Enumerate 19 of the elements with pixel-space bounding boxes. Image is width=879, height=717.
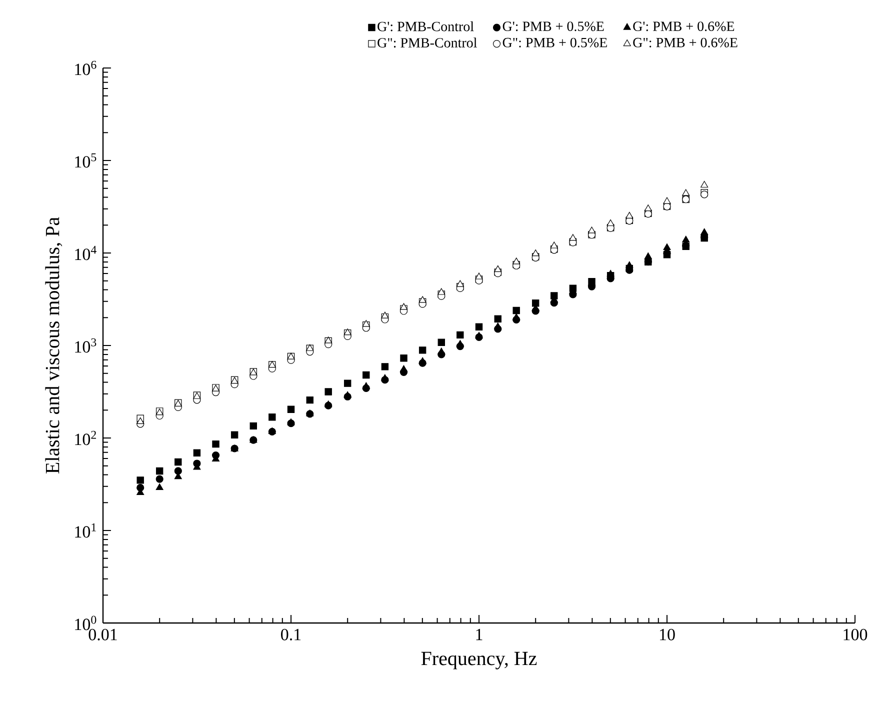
y-tick-label: 10$^{5}$	[75, 153, 96, 168]
y-tick-label: 10$^{3}$	[75, 338, 96, 353]
x-tick-label: 0.1	[281, 628, 301, 640]
y-tick-label: 10$^{2}$	[75, 430, 96, 446]
x-tick-label: 10	[660, 628, 675, 640]
x-tick-label: 0.01	[88, 628, 117, 640]
legend-label: G': PMB-Control	[378, 21, 474, 32]
x-tick-label: 100	[844, 628, 868, 640]
y-tick-label: 10$^{4}$	[75, 246, 96, 260]
legend-label: G': PMB + 0.6%E	[633, 22, 734, 32]
y-tick-label: 10$^{6}$	[75, 60, 96, 76]
y-axis-title: Elastic and viscous modulus, Pa	[45, 217, 62, 474]
legend-label: G": PMB-Control	[378, 38, 477, 48]
legend-label: G": PMB + 0.5%E	[502, 38, 607, 48]
x-tick-label: 1	[476, 628, 482, 640]
legend-label: G': PMB + 0.5%E	[502, 22, 604, 32]
x-axis-title: Frequency, Hz	[421, 652, 537, 670]
y-tick-label: 10$^{1}$	[75, 523, 96, 538]
legend-label: G": PMB + 0.6%E	[633, 38, 738, 48]
